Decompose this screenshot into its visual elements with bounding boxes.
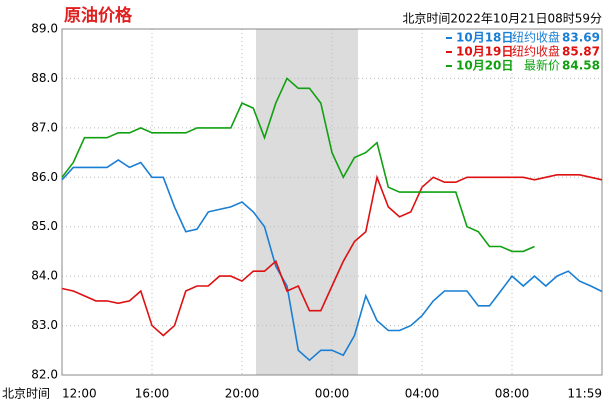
legend-status: 纽约收盘 xyxy=(512,30,560,45)
x-tick-label: 16:00 xyxy=(135,387,170,401)
plot-border xyxy=(61,28,603,376)
x-tick-label: 20:00 xyxy=(225,387,260,401)
legend-status: 纽约收盘 xyxy=(512,44,560,59)
legend-value: 85.87 xyxy=(562,45,600,59)
x-tick-label: 04:00 xyxy=(405,387,440,401)
y-tick-label: 84.0 xyxy=(31,269,58,283)
x-tick-label: 12:00 xyxy=(62,387,97,401)
y-tick-label: 87.0 xyxy=(31,120,58,134)
y-tick-label: 86.0 xyxy=(31,170,58,184)
legend-value: 84.58 xyxy=(562,59,600,73)
y-tick-label: 89.0 xyxy=(31,22,58,36)
x-tick-label: 11:59 xyxy=(567,387,602,401)
chart-title: 原油价格 xyxy=(64,5,133,26)
x-tick-label: 00:00 xyxy=(315,387,350,401)
x-axis-label: 北京时间 xyxy=(2,387,50,401)
x-tick-label: 08:00 xyxy=(495,387,530,401)
chart-subtitle: 北京时间2022年10月21日08时59分 xyxy=(402,12,602,26)
legend-name: 10月19日 xyxy=(456,45,513,59)
y-tick-label: 88.0 xyxy=(31,71,58,85)
legend-name: 10月20日 xyxy=(456,59,513,73)
legend-status: 最新价 xyxy=(524,58,560,73)
legend-name: 10月18日 xyxy=(456,31,513,45)
series-line xyxy=(61,77,535,253)
y-tick-label: 83.0 xyxy=(31,318,58,332)
series-line xyxy=(61,174,603,337)
shaded-session xyxy=(256,29,358,375)
legend-value: 83.69 xyxy=(562,31,600,45)
y-tick-label: 82.0 xyxy=(31,368,58,382)
series-line xyxy=(61,159,603,362)
y-tick-label: 85.0 xyxy=(31,219,58,233)
